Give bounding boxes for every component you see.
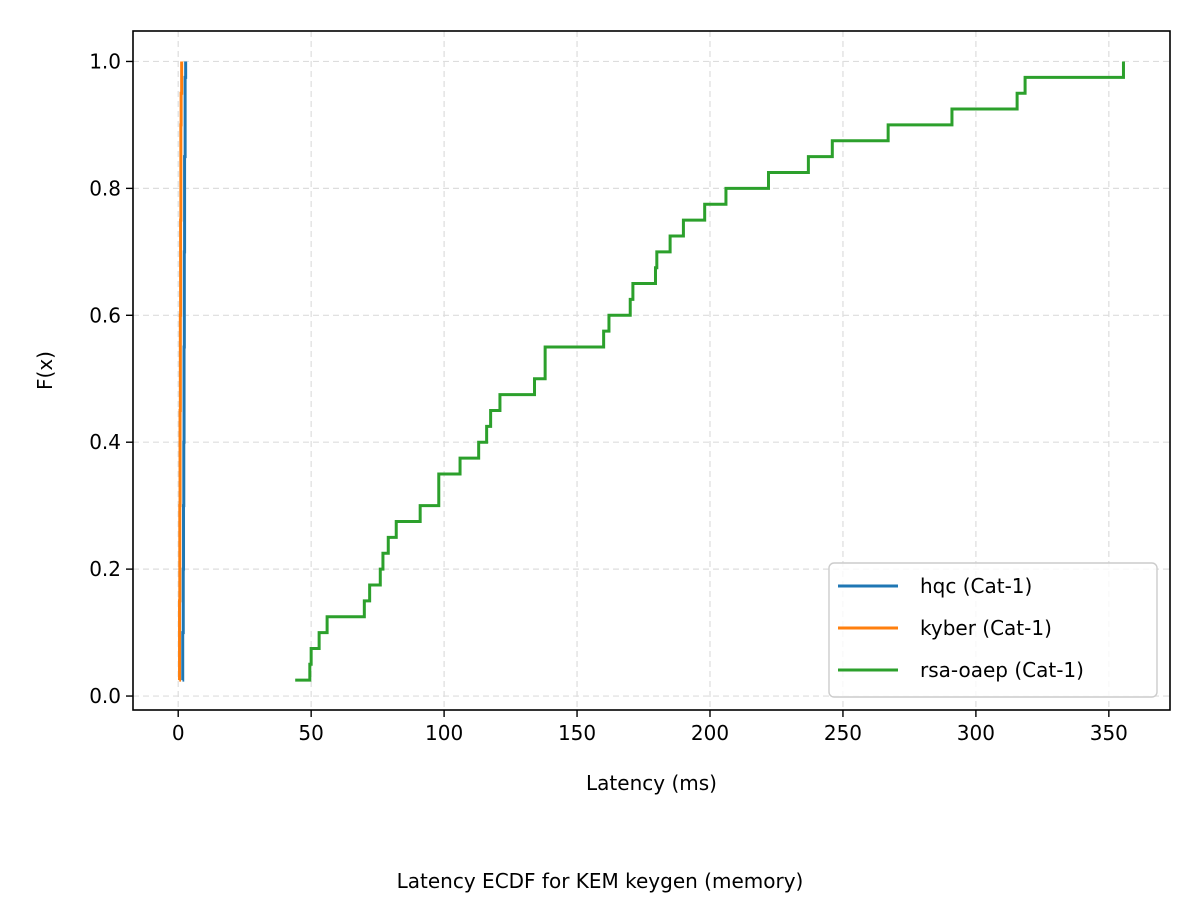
- series-line-0: [181, 61, 188, 682]
- axis-ticks: 0 50 100 150 200 250 300 350 0.0 0.2 0.4 0.6 0.8 1.0: [89, 49, 1128, 745]
- x-axis-label: Latency (ms): [586, 771, 717, 795]
- x-tick-label: 300: [957, 721, 995, 745]
- legend-label: rsa-oaep (Cat-1): [920, 658, 1084, 682]
- x-tick-label: 100: [425, 721, 463, 745]
- figure-caption: Latency ECDF for KEM keygen (memory): [397, 869, 804, 893]
- x-tick-label: 250: [824, 721, 862, 745]
- plot-frame: [132, 30, 1171, 711]
- x-tick-label: 50: [298, 721, 323, 745]
- series-line-1: [178, 61, 184, 682]
- plot-series: [178, 61, 1125, 682]
- y-tick-label: 0.4: [89, 430, 121, 454]
- y-tick-label: 0.2: [89, 557, 121, 581]
- y-tick-label: 0.6: [89, 303, 121, 327]
- legend: hqc (Cat-1) kyber (Cat-1) rsa-oaep (Cat-1): [828, 562, 1158, 698]
- x-tick-label: 200: [691, 721, 729, 745]
- legend-box: [828, 562, 1158, 698]
- y-tick-label: 0.0: [89, 684, 121, 708]
- y-tick-label: 1.0: [89, 49, 121, 73]
- x-tick-label: 150: [558, 721, 596, 745]
- x-tick-label: 0: [172, 721, 185, 745]
- y-axis-label: F(x): [33, 351, 57, 390]
- series-line-2: [295, 61, 1125, 682]
- legend-label: kyber (Cat-1): [920, 616, 1052, 640]
- x-tick-label: 350: [1090, 721, 1128, 745]
- legend-label: hqc (Cat-1): [920, 574, 1032, 598]
- y-tick-label: 0.8: [89, 176, 121, 200]
